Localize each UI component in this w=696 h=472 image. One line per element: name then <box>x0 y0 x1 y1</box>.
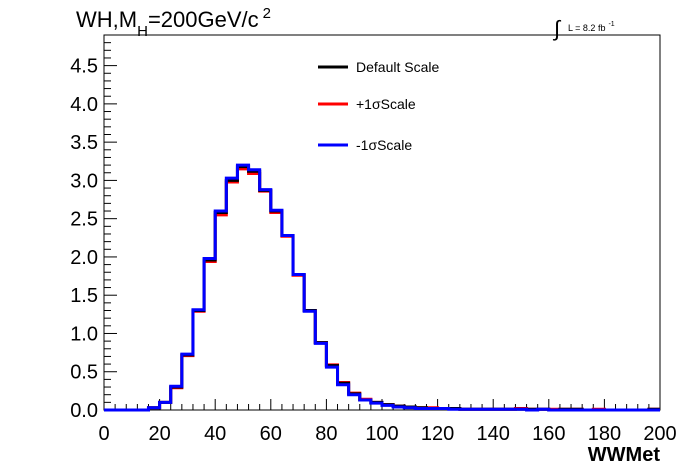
x-tick-label: 120 <box>421 423 454 445</box>
series-layer <box>104 163 660 412</box>
axes: 0 20 40 60 80 100 120 140 160 180 200 0.0 0.5 1.0 1.5 2… <box>70 34 677 445</box>
legend-label: -1σScale <box>356 137 412 153</box>
x-tick-label: 100 <box>365 423 398 445</box>
y-tick-label: 3.5 <box>70 132 98 154</box>
y-tick-label: 0.5 <box>70 362 98 384</box>
x-tick-label: 60 <box>260 423 282 445</box>
x-tick-label: 80 <box>315 423 337 445</box>
y-tick-label: 3.0 <box>70 170 98 192</box>
x-tick-label: 20 <box>148 423 170 445</box>
x-tick-label: 40 <box>204 423 226 445</box>
chart-title: WH,MH=200GeV/c 2 <box>76 5 271 40</box>
series-line <box>104 163 660 412</box>
y-tick-label: 1.5 <box>70 285 98 307</box>
integral-symbol: ∫ <box>552 16 562 41</box>
x-tick-label: 0 <box>98 423 109 445</box>
x-tick-label: 200 <box>643 423 676 445</box>
x-tick-label: 140 <box>477 423 510 445</box>
y-tick-label: 4.0 <box>70 94 98 116</box>
y-tick-label: 2.0 <box>70 247 98 269</box>
y-tick-label: 1.0 <box>70 323 98 345</box>
legend-label: Default Scale <box>356 59 439 75</box>
y-tick-label: 0.0 <box>70 400 98 422</box>
title-superscript: 2 <box>263 5 271 22</box>
y-tick-label: 4.5 <box>70 56 98 78</box>
x-axis-label: WWMet <box>588 444 661 466</box>
legend: Default Scale +1σScale -1σScale <box>318 59 439 153</box>
luminosity-label: L = 8.2 fb -1 <box>568 21 615 33</box>
x-tick-label: 180 <box>588 423 621 445</box>
y-tick-label: 2.5 <box>70 209 98 231</box>
title-subscript: H <box>137 23 148 40</box>
legend-label: +1σScale <box>356 96 416 112</box>
x-tick-label: 160 <box>532 423 565 445</box>
